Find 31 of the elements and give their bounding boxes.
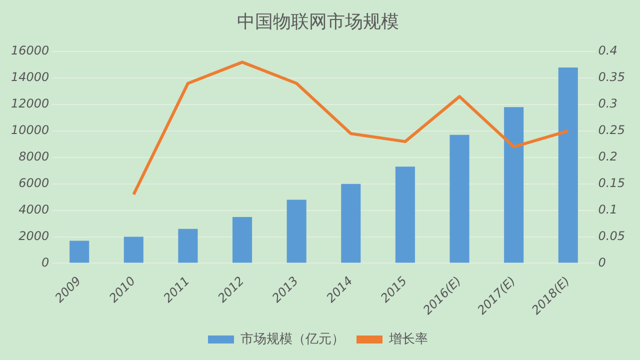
bar bbox=[286, 200, 306, 263]
y2-tick-label: 0 bbox=[598, 255, 606, 270]
y2-tick-label: 0.05 bbox=[598, 228, 625, 243]
y-tick-label: 16000 bbox=[10, 44, 50, 58]
y-tick-label: 6000 bbox=[18, 176, 50, 190]
bar bbox=[450, 134, 470, 263]
bar bbox=[70, 240, 90, 263]
y2-tick-label: 0.4 bbox=[598, 44, 618, 58]
bar bbox=[504, 107, 524, 263]
bar bbox=[395, 166, 415, 263]
y-tick-label: 0 bbox=[42, 255, 50, 270]
chart-title: 中国物联网市场规模 bbox=[237, 11, 399, 32]
y2-tick-label: 0.2 bbox=[598, 150, 618, 164]
y-tick-label: 2000 bbox=[18, 228, 50, 243]
y2-tick-label: 0.15 bbox=[598, 176, 625, 190]
y2-tick-label: 0.1 bbox=[598, 202, 618, 216]
legend-label: 增长率 bbox=[388, 330, 428, 347]
bar bbox=[232, 216, 252, 263]
y-tick-label: 10000 bbox=[10, 123, 50, 138]
bar bbox=[124, 236, 144, 263]
y2-tick-label: 0.35 bbox=[598, 70, 625, 84]
legend-label: 市场规模（亿元） bbox=[240, 332, 344, 347]
y-tick-label: 8000 bbox=[18, 150, 50, 164]
y-tick-label: 14000 bbox=[10, 70, 50, 84]
bar bbox=[558, 67, 578, 263]
bar bbox=[341, 184, 361, 263]
bar bbox=[178, 228, 198, 263]
y2-tick-label: 0.25 bbox=[598, 123, 625, 138]
y-tick-label: 12000 bbox=[10, 96, 50, 111]
y2-tick-label: 0.3 bbox=[598, 96, 618, 111]
y-tick-label: 4000 bbox=[18, 202, 50, 216]
